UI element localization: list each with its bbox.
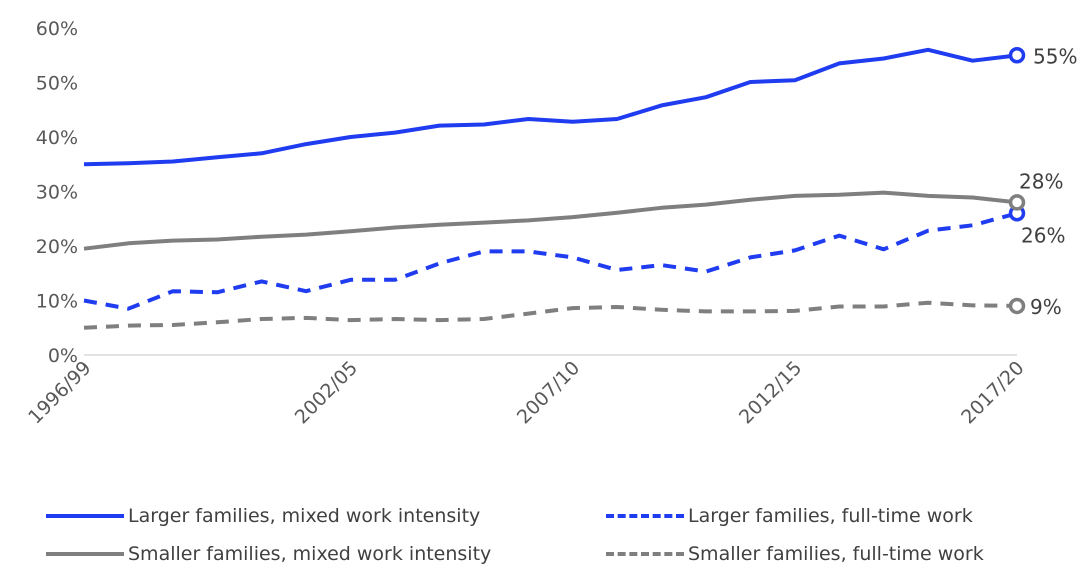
series-end-label: 55% [1033, 44, 1077, 68]
legend-swatch [46, 552, 124, 556]
legend-item: Smaller families, full-time work [606, 536, 984, 572]
legend-item: Larger families, mixed work intensity [46, 498, 480, 534]
series-end-label: 26% [1021, 223, 1065, 247]
y-tick-label: 50% [36, 73, 78, 95]
y-tick-label: 30% [36, 182, 78, 204]
legend-item: Smaller families, mixed work intensity [46, 536, 491, 572]
legend-swatch [606, 514, 684, 518]
legend: Larger families, mixed work intensity Lar… [0, 494, 1082, 570]
x-tick-label: 1996/99 [24, 357, 95, 428]
legend-label: Larger families, mixed work intensity [128, 505, 481, 527]
y-tick-label: 60% [36, 18, 78, 40]
y-tick-label: 10% [36, 291, 78, 313]
series-line [83, 47, 1018, 167]
series-end-marker [1008, 47, 1026, 64]
series-layer [83, 47, 1026, 330]
legend-swatch [46, 514, 124, 518]
series-end-marker [1008, 194, 1026, 211]
y-tick-label: 0% [48, 345, 78, 367]
legend-label: Larger families, full-time work [688, 505, 973, 527]
axes: 0% 10% 20% 30% 40% 50% 60% 1996/99 2002/05 2007/1… [24, 18, 1028, 428]
series-line [83, 211, 1018, 311]
series-end-marker [1008, 297, 1026, 315]
labels-layer: 55% 26% 28% 9% [1019, 44, 1077, 319]
series-end-label: 9% [1030, 295, 1062, 319]
legend-item: Larger families, full-time work [606, 498, 973, 534]
series-line [83, 190, 1018, 251]
x-tick-label: 2002/05 [291, 357, 362, 428]
x-tick-label: 2012/15 [735, 357, 806, 428]
x-tick-label: 2017/20 [957, 357, 1028, 428]
x-tick-label: 2007/10 [513, 357, 584, 428]
series-end-label: 28% [1019, 169, 1063, 193]
legend-swatch [606, 552, 684, 556]
line-chart: 0% 10% 20% 30% 40% 50% 60% 1996/99 2002/05 2007/1… [24, 18, 1077, 428]
series-line [83, 300, 1018, 330]
legend-label: Smaller families, mixed work intensity [128, 543, 492, 565]
y-tick-label: 20% [36, 236, 78, 258]
legend-label: Smaller families, full-time work [688, 543, 984, 565]
y-tick-label: 40% [36, 127, 78, 149]
